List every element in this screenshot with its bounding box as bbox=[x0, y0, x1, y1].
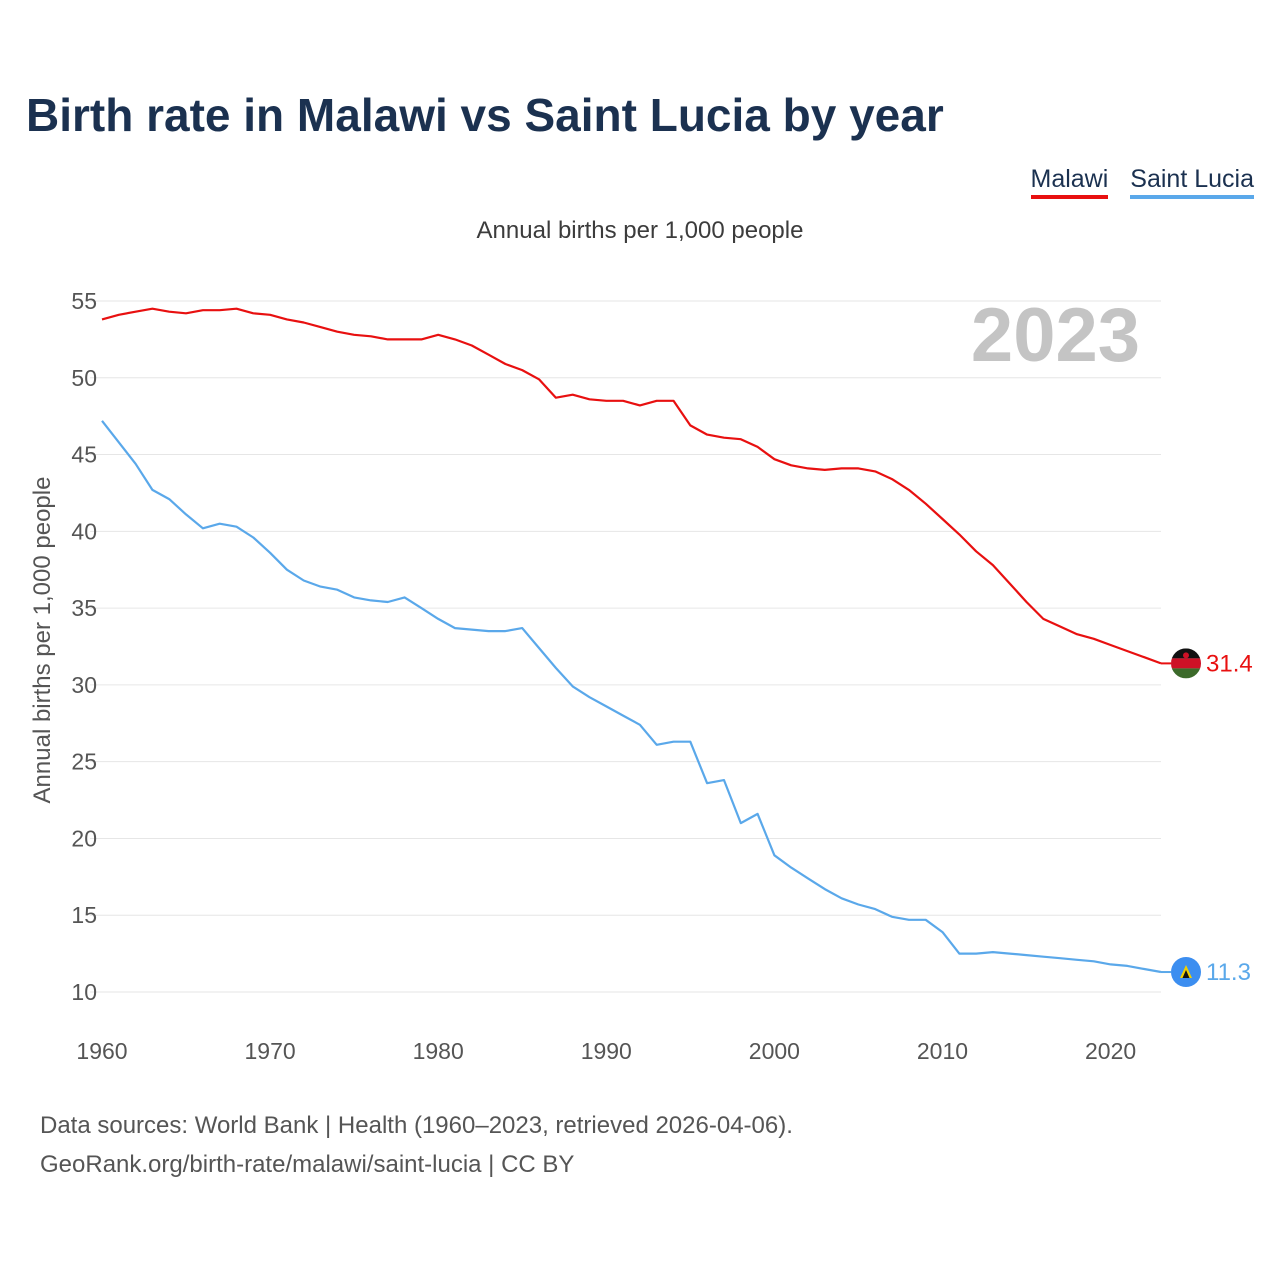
source-note: Data sources: World Bank | Health (1960–… bbox=[40, 1106, 793, 1184]
chart-title: Birth rate in Malawi vs Saint Lucia by y… bbox=[26, 89, 944, 141]
y-tick-label: 30 bbox=[71, 672, 97, 698]
y-tick-label: 25 bbox=[71, 749, 97, 775]
y-tick-label: 20 bbox=[71, 825, 97, 851]
series-line-malawi[interactable] bbox=[101, 307, 1162, 665]
x-tick-label: 1990 bbox=[581, 1038, 632, 1064]
y-tick-label: 40 bbox=[71, 518, 97, 544]
y-tick-label: 35 bbox=[71, 595, 97, 621]
attribution-line[interactable]: GeoRank.org/birth-rate/malawi/saint-luci… bbox=[40, 1151, 575, 1178]
year-overlay: 2023 bbox=[971, 293, 1140, 378]
y-tick-label: 10 bbox=[71, 979, 97, 1005]
series-line-saint-lucia[interactable] bbox=[101, 420, 1162, 974]
x-tick-label: 2020 bbox=[1085, 1038, 1136, 1064]
y-axis-ticks: 10 15 20 25 30 35 40 45 50 55 bbox=[71, 288, 97, 1005]
y-tick-label: 55 bbox=[71, 288, 97, 314]
y-tick-label: 45 bbox=[71, 442, 97, 468]
legend-item-saint-lucia[interactable]: Saint Lucia bbox=[1130, 165, 1254, 199]
saint-lucia-flag-icon bbox=[1171, 957, 1201, 988]
malawi-flag-icon bbox=[1171, 648, 1201, 679]
chart-subtitle: Annual births per 1,000 people bbox=[476, 217, 804, 244]
series-lines bbox=[101, 307, 1162, 974]
x-tick-label: 2010 bbox=[917, 1038, 968, 1064]
y-axis-title: Annual births per 1,000 people bbox=[29, 477, 56, 804]
x-axis-ticks: 1960 1970 1980 1990 2000 2010 2020 bbox=[76, 1038, 1136, 1064]
source-line: Data sources: World Bank | Health (1960–… bbox=[40, 1112, 793, 1139]
end-markers: 31.4 11.3 bbox=[1161, 648, 1253, 988]
x-tick-label: 2000 bbox=[749, 1038, 800, 1064]
legend-item-malawi[interactable]: Malawi bbox=[1030, 165, 1109, 199]
end-value-label: 11.3 bbox=[1206, 959, 1251, 986]
y-tick-label: 50 bbox=[71, 365, 97, 391]
legend: Malawi Saint Lucia bbox=[1030, 165, 1254, 199]
x-tick-label: 1960 bbox=[76, 1038, 127, 1064]
x-tick-label: 1970 bbox=[245, 1038, 296, 1064]
x-tick-label: 1980 bbox=[413, 1038, 464, 1064]
y-tick-label: 15 bbox=[71, 902, 97, 928]
end-value-label: 31.4 bbox=[1206, 650, 1253, 677]
gridlines bbox=[90, 300, 1161, 993]
